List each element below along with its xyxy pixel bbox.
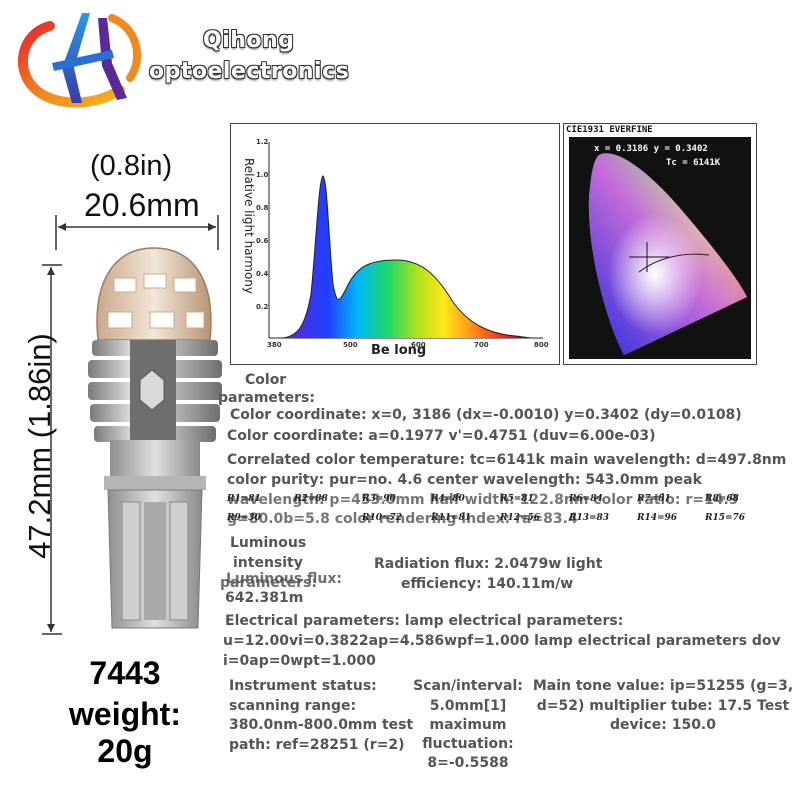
electrical-params-title: Electrical parameters: lamp electrical p… xyxy=(225,613,624,629)
weight-label: weight: xyxy=(69,696,181,732)
luminous-flux-value: 642.381m xyxy=(225,590,304,606)
main-tone-value: Main tone value: ip=51255 (g=3, xyxy=(532,678,794,694)
r-value: R2=88 xyxy=(294,494,328,504)
model-number: 7443 xyxy=(89,655,161,691)
r-value: R14=96 xyxy=(637,513,678,523)
brand-logo xyxy=(12,8,147,113)
test-path: path: ref=28251 (r=2) xyxy=(229,737,405,753)
max-fluctuation-label: maximum xyxy=(429,717,507,733)
electrical-params-values-2: i=0ap=0wpt=1.000 xyxy=(223,653,376,669)
color-purity: color purity: pur=no. 4.6 center wavelen… xyxy=(227,472,702,488)
r-value: R5=81 xyxy=(500,494,534,504)
r-value: R7=81 xyxy=(637,494,671,504)
width-dimension-line xyxy=(55,215,219,250)
r-value: R11=81 xyxy=(431,513,472,523)
spectrum-xtick: 800 xyxy=(534,341,549,349)
radiation-flux: Radiation flux: 2.0479w light xyxy=(374,556,603,572)
spectrum-xtick: 500 xyxy=(343,341,358,349)
spectrum-xlabel: Be long xyxy=(371,343,427,358)
width-mm-label: 20.6mm xyxy=(84,187,200,223)
spectrum-ytick: 0.8 xyxy=(256,204,269,212)
spectrum-ytick: 1.0 xyxy=(256,171,269,179)
spectrum-xtick: 700 xyxy=(474,341,489,349)
spectrum-ylabel: Relative light harmony xyxy=(242,157,256,295)
r-value: R12=56 xyxy=(500,513,541,523)
cie-header: CIE1931 EVERFINE xyxy=(566,125,653,135)
brand-name-line2: optoelectronics xyxy=(149,59,350,84)
scanning-range-label: scanning range: xyxy=(229,698,357,714)
multiplier-tube: d=52) multiplier tube: 17.5 Test xyxy=(536,698,790,714)
height-dimension-line xyxy=(42,264,62,635)
weight-value: 20g xyxy=(97,733,153,769)
luminous-title-line3: parameters: xyxy=(220,575,317,591)
color-ratio: g=80.0b=5.8 color rendering index: ra=83… xyxy=(227,511,578,527)
height-label: 47.2mm (1.86in) xyxy=(22,333,57,559)
r-value: R6=84 xyxy=(569,494,603,504)
electrical-params-values: u=12.00vi=0.3822ap=4.586wpf=1.000 lamp e… xyxy=(223,633,781,649)
r-value: R13=83 xyxy=(569,513,610,523)
width-inch-label: (0.8in) xyxy=(90,150,173,182)
correlated-color-temp: Correlated color temperature: tc=6141k m… xyxy=(227,452,787,468)
spectrum-xtick: 600 xyxy=(411,341,426,349)
brand-name-line1: Qihong xyxy=(203,28,295,53)
spectrum-chart: Relative light harmony 1.2 1.0 0.8 0.6 0… xyxy=(230,123,560,365)
spectrum-xtick: 380 xyxy=(267,341,282,349)
cie-tc: Tc = 6141K xyxy=(666,158,721,168)
max-fluctuation-label-2: fluctuation: xyxy=(422,736,514,752)
color-coordinate-uv: Color coordinate: a=0.1977 v'=0.4751 (du… xyxy=(227,428,656,444)
spectrum-ytick: 0.2 xyxy=(256,303,269,311)
light-efficiency: efficiency: 140.11m/w xyxy=(401,576,574,592)
scan-interval-label: Scan/interval: xyxy=(413,678,523,694)
led-bulb-image xyxy=(88,247,222,629)
max-fluctuation-value: 8=-0.5588 xyxy=(427,755,509,771)
cie-coords: x = 0.3186 y = 0.3402 xyxy=(594,144,708,154)
r-value: R10=72 xyxy=(362,513,403,523)
color-coordinate-xy: Color coordinate: x=0, 3186 (dx=-0.0010)… xyxy=(230,407,742,423)
r-value: R1=81 xyxy=(227,494,261,504)
r-value: R8=68 xyxy=(705,494,739,504)
peak-wavelength: wavelength: p=453.0mm half width: 122.8n… xyxy=(227,492,739,508)
cie-plot-area xyxy=(569,137,751,359)
scanning-range-value: 380.0nm-800.0mm test xyxy=(229,717,414,733)
color-params-title-line2: parameters: xyxy=(218,390,315,406)
spectrum-ytick: 1.2 xyxy=(256,138,269,146)
instrument-status: Instrument status: xyxy=(229,678,377,694)
scan-interval-value: 5.0mm[1] xyxy=(429,698,507,714)
luminous-title-line2: intensity xyxy=(233,555,303,571)
test-device: device: 150.0 xyxy=(610,717,716,733)
luminous-title-line1: Luminous xyxy=(230,535,307,551)
spectrum-ytick: 0.6 xyxy=(256,237,269,245)
spectrum-ytick: 0.4 xyxy=(256,270,269,278)
color-params-title-line1: Color xyxy=(245,372,287,388)
r-value: R9=30 xyxy=(227,513,261,523)
cie-chart: CIE1931 EVERFINE xyxy=(563,123,757,365)
r-value: R15=76 xyxy=(705,513,746,523)
r-value: R4=80 xyxy=(431,494,465,504)
luminous-flux-label: Luminous flux: xyxy=(226,571,343,587)
r-value: R3=90 xyxy=(362,494,396,504)
